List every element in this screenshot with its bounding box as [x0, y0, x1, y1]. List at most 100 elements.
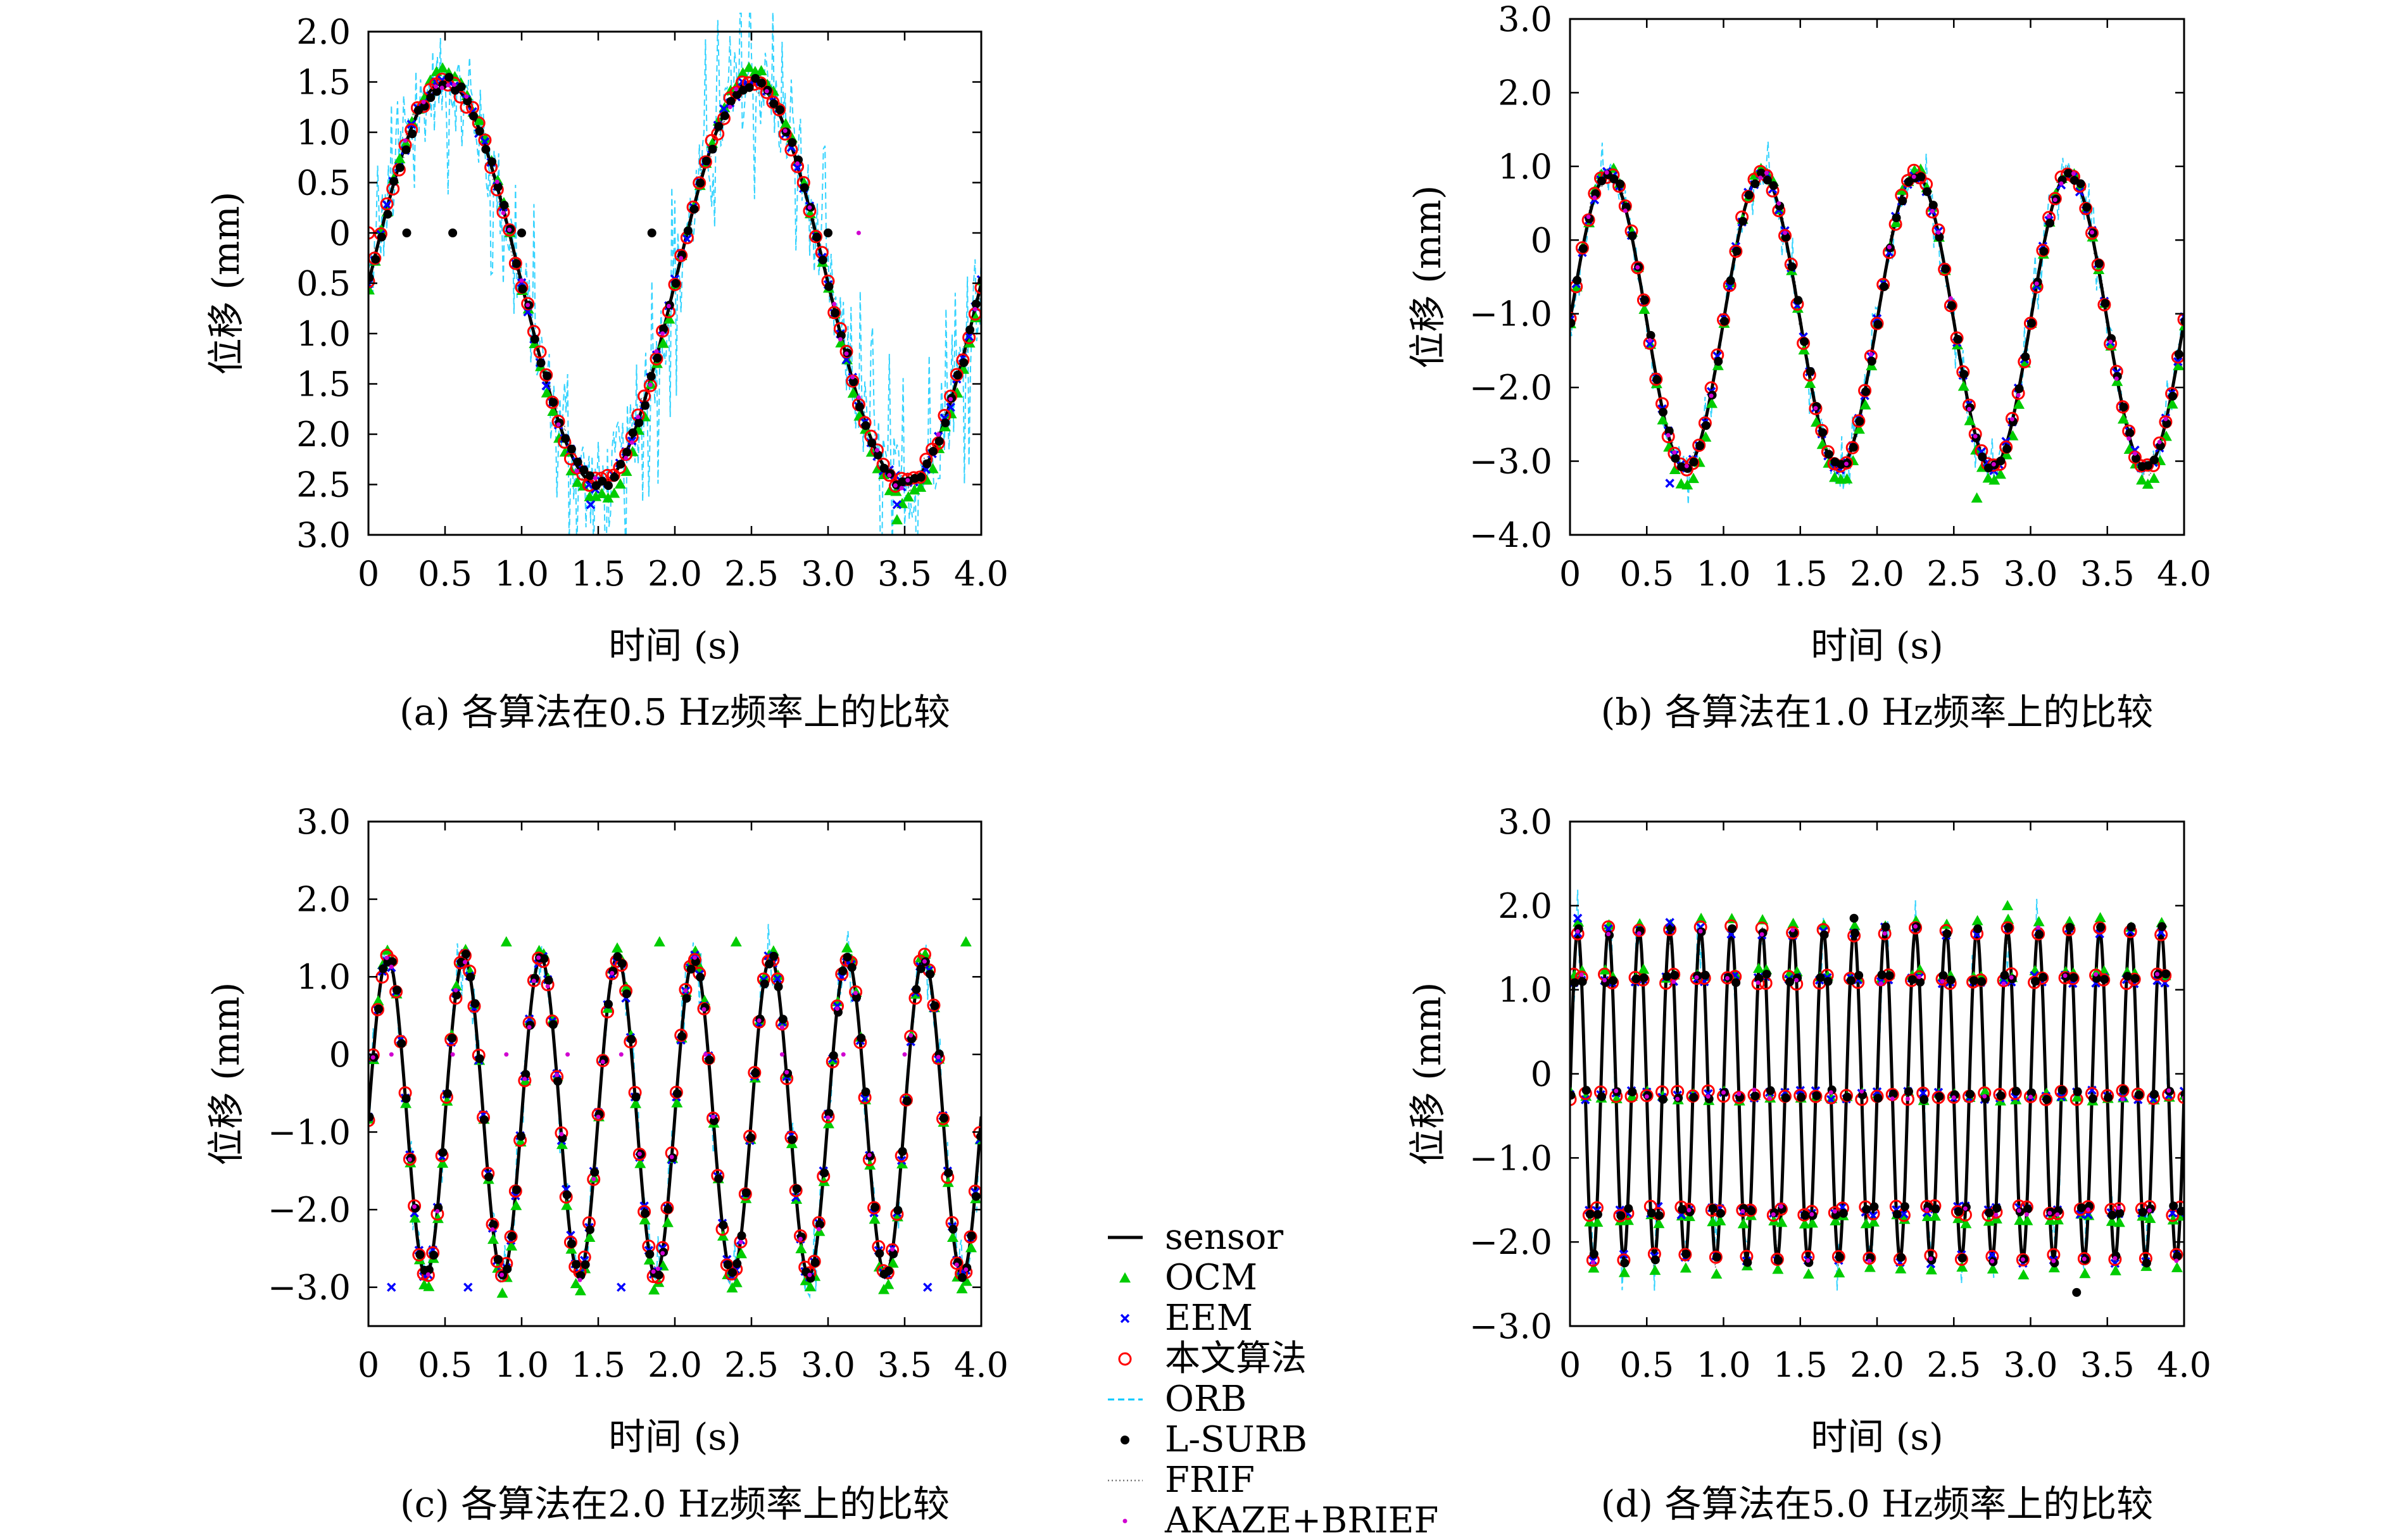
l-surb-point	[2119, 403, 2128, 412]
proposed-point	[2039, 1092, 2053, 1106]
akaze-brief-point	[2036, 925, 2041, 930]
y-tick-label: 0	[1531, 1055, 1552, 1094]
l-surb-point	[512, 1185, 521, 1194]
x-tick-label: 3.5	[877, 554, 932, 594]
l-surb-point	[518, 284, 527, 294]
akaze-brief-point	[1940, 979, 1945, 984]
l-surb-point	[1812, 1091, 1821, 1101]
l-surb-point	[788, 138, 797, 147]
proposed-point	[1613, 1209, 1627, 1223]
proposed-point	[1732, 1091, 1746, 1105]
akaze-brief-point	[655, 1266, 660, 1271]
l-surb-point	[493, 182, 503, 192]
ocm-point	[1964, 415, 1976, 425]
akaze-brief-point	[1925, 1207, 1930, 1212]
l-surb-point	[2125, 429, 2135, 438]
proposed-point	[748, 1066, 762, 1080]
x-tick-label: 0	[1559, 1345, 1581, 1385]
l-surb-point	[1923, 187, 1932, 196]
l-surb-point	[971, 1192, 981, 1201]
akaze-brief-point	[1794, 977, 1799, 982]
l-surb-point	[2038, 973, 2048, 982]
ocm-point	[1925, 1264, 1937, 1275]
l-surb-point	[820, 1168, 829, 1178]
ocm-point	[2144, 1212, 2156, 1224]
ocm-point	[648, 1284, 660, 1295]
l-surb-point	[1578, 977, 1587, 986]
ocm-point	[2111, 375, 2123, 386]
x-tick-label: 1.0	[494, 1345, 549, 1385]
l-surb-point	[2069, 973, 2078, 982]
l-surb-point	[1965, 1089, 1975, 1099]
akaze-brief-point	[1604, 170, 1609, 175]
l-surb-point	[926, 970, 935, 979]
l-surb-point	[1992, 1203, 2002, 1213]
l-surb-point	[2101, 299, 2110, 308]
x-tick-label: 0	[358, 1345, 379, 1385]
akaze-brief-point	[1951, 1095, 1956, 1100]
l-surb-point	[408, 129, 417, 139]
proposed-point	[899, 1093, 913, 1107]
ocm-point	[2000, 449, 2013, 460]
akaze-brief-point	[1755, 980, 1761, 986]
akaze-brief-point	[545, 984, 550, 989]
l-surb-point	[1819, 930, 1829, 939]
ocm-point	[2167, 1214, 2179, 1225]
proposed-point	[1632, 923, 1646, 937]
series-l-surb	[368, 949, 981, 1283]
ocm-point	[506, 1240, 518, 1251]
l-surb-point	[831, 308, 840, 318]
l-surb-point	[616, 460, 625, 469]
l-surb-point	[829, 1051, 838, 1060]
proposed-point	[964, 1230, 977, 1244]
l-surb-point	[2057, 1086, 2067, 1095]
l-surb-point	[2173, 1251, 2182, 1261]
ocm-point	[1853, 423, 1865, 434]
y-tick-label: −3.0	[268, 1268, 351, 1308]
ocm-point	[590, 491, 602, 501]
x-axis-title: 时间 (s)	[1811, 624, 1943, 667]
plot-frame	[1569, 18, 2185, 536]
ocm-point	[547, 405, 559, 416]
ocm-point	[1802, 1268, 1814, 1279]
l-surb-point	[671, 279, 681, 288]
l-surb-point	[1946, 975, 1956, 985]
akaze-brief-point	[1684, 463, 1689, 468]
l-surb-point	[2168, 391, 2178, 401]
ocm-point	[510, 1199, 522, 1210]
proposed-point	[698, 155, 712, 169]
proposed-point	[368, 275, 375, 289]
ocm-point	[372, 995, 384, 1006]
chart-caption: (c) 各算法在2.0 Hz频率上的比较	[400, 1482, 950, 1525]
legend-label: OCM	[1165, 1257, 1257, 1298]
outlier-point	[902, 1052, 907, 1057]
akaze-brief-point	[2174, 1258, 2179, 1263]
akaze-brief-point	[1635, 265, 1640, 270]
x-tick-label: 3.5	[877, 1345, 932, 1385]
series-l-surb	[368, 73, 981, 491]
proposed-point	[1729, 244, 1743, 258]
l-surb-point	[867, 438, 877, 448]
l-surb-point	[1747, 1206, 1756, 1215]
proposed-point	[1686, 1089, 1700, 1103]
akaze-brief-point	[591, 1177, 596, 1182]
l-surb-point	[769, 951, 779, 961]
legend-label: 本文算法	[1165, 1338, 1307, 1379]
legend-label: FRIF	[1165, 1460, 1255, 1501]
y-tick-label: 3.0	[296, 515, 351, 555]
akaze-brief-point	[850, 375, 855, 380]
l-surb-point	[1640, 296, 1649, 305]
l-surb-point	[1892, 213, 1901, 223]
l-surb-point	[622, 989, 632, 999]
ocm-point	[2106, 1215, 2118, 1226]
akaze-brief-point	[832, 301, 837, 306]
l-surb-point	[1662, 972, 1672, 981]
l-surb-point	[1581, 1086, 1591, 1095]
proposed-point	[660, 1201, 674, 1215]
akaze-brief-point	[2020, 1257, 2025, 1262]
akaze-brief-point	[2052, 197, 2057, 203]
l-surb-point	[1597, 1092, 1606, 1101]
outlier-point	[1573, 913, 1583, 923]
akaze-brief-point	[2113, 1256, 2118, 1261]
l-surb-point	[1797, 1092, 1806, 1102]
